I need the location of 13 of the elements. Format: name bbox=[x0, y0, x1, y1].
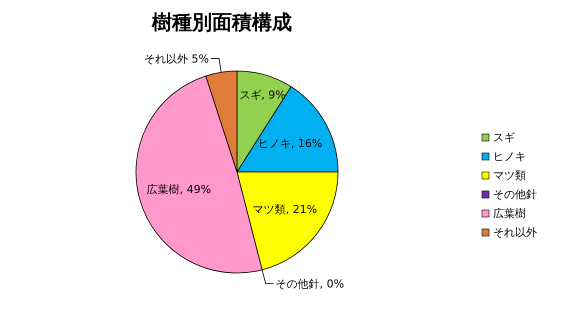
legend-label: スギ bbox=[493, 131, 515, 144]
legend-label: ヒノキ bbox=[493, 150, 526, 163]
data-label: ヒノキ, 16% bbox=[258, 136, 322, 150]
chart-title: 樹種別面積構成 bbox=[151, 10, 292, 34]
data-label: スギ, 9% bbox=[239, 88, 286, 102]
data-label: それ以外 5% bbox=[144, 52, 210, 66]
legend-label: マツ類 bbox=[493, 169, 526, 182]
legend-label: 広葉樹 bbox=[493, 207, 526, 220]
legend-label: その他針 bbox=[493, 188, 537, 201]
legend-label: それ以外 bbox=[493, 226, 537, 239]
text: その他針, 0% bbox=[276, 277, 344, 290]
data-label: 広葉樹, 49% bbox=[146, 182, 212, 196]
data-label: マツ類, 21% bbox=[252, 203, 318, 216]
